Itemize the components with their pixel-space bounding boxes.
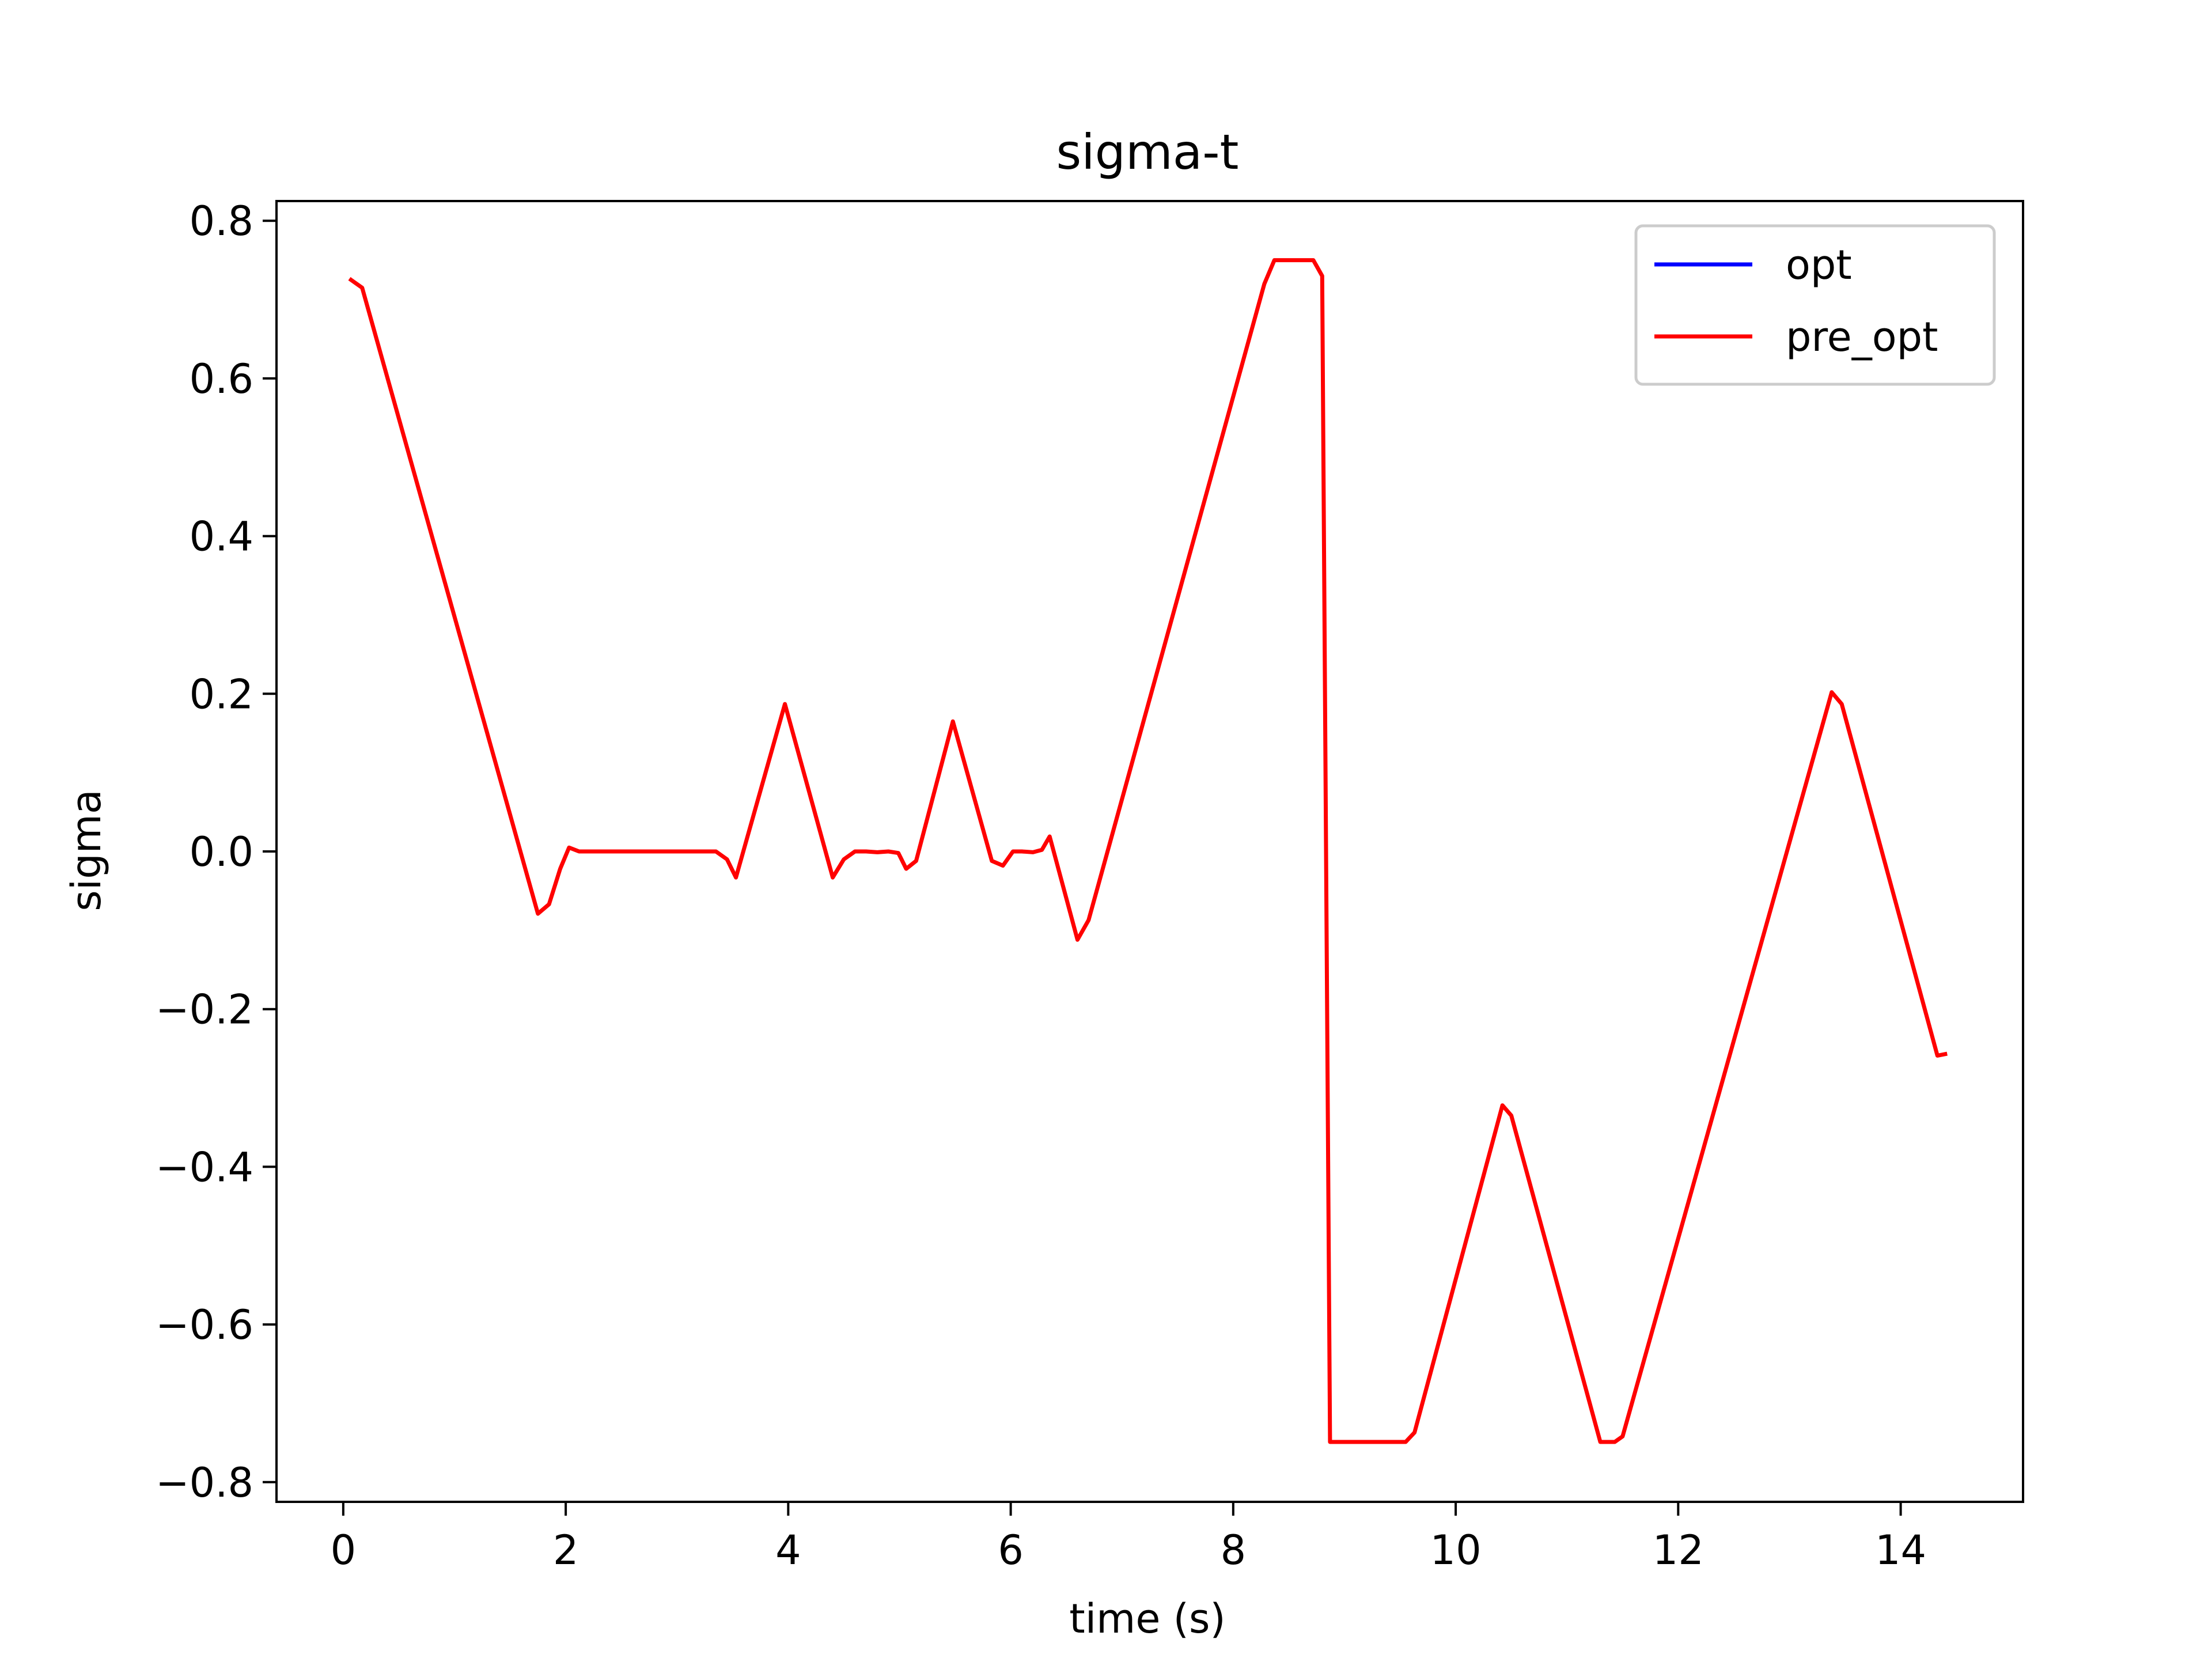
x-tick-label: 6 [998, 1527, 1024, 1574]
chart-title: sigma-t [1056, 124, 1239, 180]
x-tick-label: 0 [331, 1527, 357, 1574]
legend-label-opt: opt [1786, 241, 1852, 289]
legend: opt pre_opt [1634, 224, 1996, 386]
y-tick-label: −0.4 [156, 1144, 253, 1191]
x-tick-label: 2 [553, 1527, 579, 1574]
x-tick-label: 8 [1221, 1527, 1247, 1574]
x-tick-label: 4 [775, 1527, 801, 1574]
y-tick-label: −0.2 [156, 986, 253, 1033]
series-line-pre-opt [348, 258, 1948, 1444]
y-tick-label: 0.0 [190, 828, 253, 876]
legend-label-pre-opt: pre_opt [1786, 313, 1938, 361]
y-tick-label: −0.8 [156, 1459, 253, 1506]
y-tick-label: 0.6 [190, 355, 253, 403]
x-tick-label: 14 [1875, 1527, 1926, 1574]
y-axis-ticks: 0.8 0.6 0.4 0.2 0.0 −0.2 −0.4 −0.6 −0.8 [156, 198, 276, 1506]
axes-frame [275, 200, 2024, 1503]
y-axis-label: sigma [63, 789, 110, 911]
y-tick-label: 0.4 [190, 513, 253, 561]
y-tick-label: 0.2 [190, 671, 253, 718]
y-tick-label: −0.6 [156, 1301, 253, 1349]
axes-spines [275, 200, 2024, 1503]
x-axis-ticks: 0 2 4 6 8 10 12 14 [331, 1502, 1926, 1574]
plot-area [348, 258, 1948, 1444]
y-tick-label: 0.8 [190, 198, 253, 245]
x-axis-label: time (s) [1069, 1595, 1226, 1642]
x-tick-label: 10 [1430, 1527, 1482, 1574]
x-tick-label: 12 [1653, 1527, 1704, 1574]
